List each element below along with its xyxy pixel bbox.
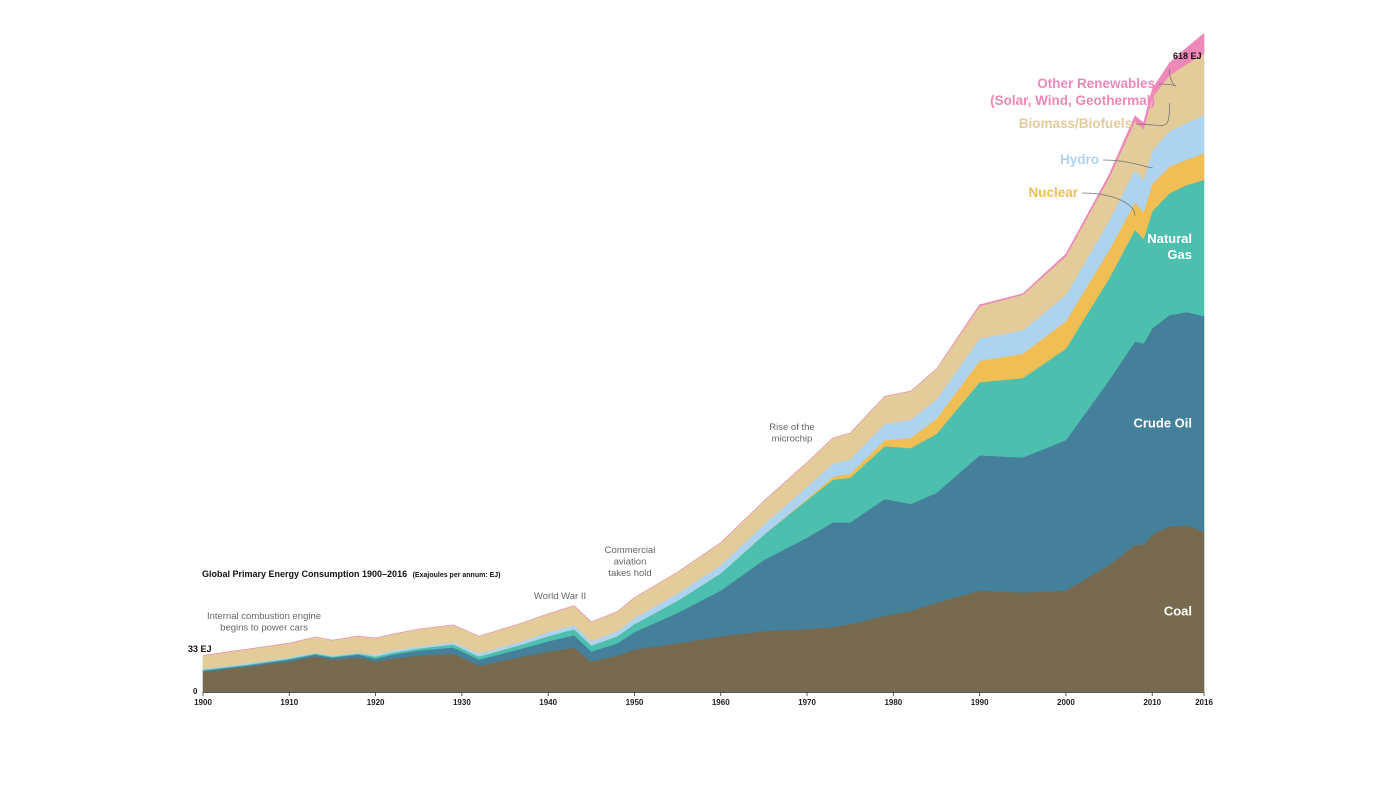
y-tick-label-0: 0	[193, 687, 198, 696]
x-tick-label-1910: 1910	[280, 698, 298, 707]
x-axis: 1900 1910 1920 1930 1940 1950 1960 1970 1980 1990…	[194, 692, 1213, 707]
inside-series-labels: Coal Crude Oil Natural Gas	[1133, 231, 1192, 619]
x-tick-label-2010: 2010	[1143, 698, 1161, 707]
annotation-world-war-ii: World War II	[534, 591, 586, 602]
outside-series-labels: Nuclear Hydro Biomass/Biofuels Other Renewa…	[990, 69, 1177, 216]
x-tick-label-1930: 1930	[453, 698, 471, 707]
x-tick-label-1980: 1980	[884, 698, 902, 707]
stacked-areas	[202, 32, 1205, 693]
x-tick-label-2000: 2000	[1057, 698, 1075, 707]
start-value-label: 33 EJ	[188, 644, 212, 654]
x-tick-label-1970: 1970	[798, 698, 816, 707]
x-tick-label-1940: 1940	[539, 698, 557, 707]
chart-title: Global Primary Energy Consumption 1900–2…	[202, 569, 501, 579]
series-label-biomass-biofuels: Biomass/Biofuels	[1019, 116, 1132, 131]
end-value-label: 618 EJ	[1173, 51, 1202, 61]
annotation-commercial: Commercial aviation takes hold	[605, 545, 656, 579]
x-tick-label-1920: 1920	[367, 698, 385, 707]
leader-line-biomass-biofuels	[1135, 103, 1170, 126]
annotations: Internal combustion engine begins to powe…	[207, 422, 815, 634]
annotation-rise-of-the: Rise of the microchip	[769, 422, 814, 445]
series-label-crude-oil: Crude Oil	[1133, 416, 1192, 431]
leader-line-hydro	[1102, 159, 1153, 169]
x-tick-label-1900: 1900	[194, 698, 212, 707]
x-tick-label-1960: 1960	[712, 698, 730, 707]
leader-line-nuclear	[1081, 192, 1136, 216]
x-tick-label-1950: 1950	[626, 698, 644, 707]
x-tick-label-2016: 2016	[1195, 698, 1213, 707]
series-label-other-renewables: Other Renewables (Solar, Wind, Geothermal…	[990, 76, 1155, 108]
annotation-internal-combustion-engine: Internal combustion engine begins to powe…	[207, 611, 321, 634]
series-label-nuclear: Nuclear	[1028, 185, 1078, 200]
series-label-natural-gas: Natural Gas	[1147, 231, 1192, 262]
series-label-coal: Coal	[1164, 604, 1192, 619]
area-other-renewables	[202, 32, 1205, 656]
series-label-hydro: Hydro	[1060, 152, 1099, 167]
leader-line-other-renewables	[1158, 69, 1177, 87]
x-tick-label-1990: 1990	[971, 698, 989, 707]
